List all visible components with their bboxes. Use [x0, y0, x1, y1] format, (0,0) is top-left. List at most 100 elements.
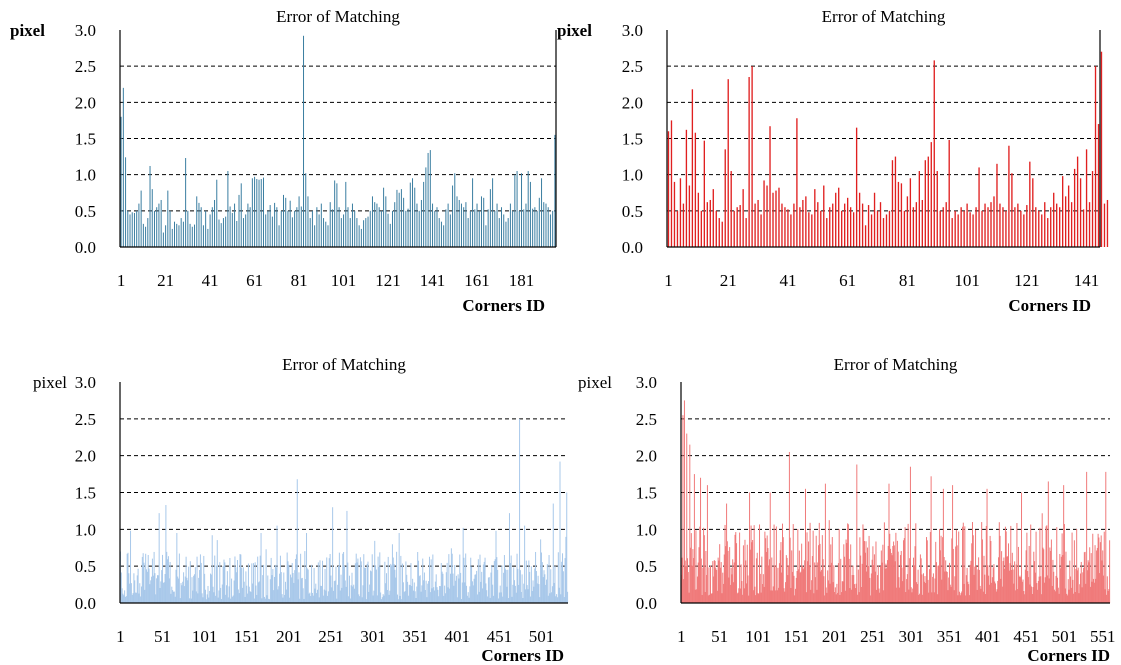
bar [224, 562, 226, 603]
bar [700, 477, 702, 603]
bar [314, 588, 316, 603]
bar [234, 203, 236, 247]
bar [786, 557, 788, 603]
bar [966, 203, 968, 247]
bar [372, 595, 374, 603]
bar [396, 189, 398, 247]
bar [1036, 583, 1038, 603]
bar [129, 214, 131, 247]
bar [172, 590, 174, 603]
bar [312, 595, 314, 603]
bar [971, 543, 973, 603]
bar [273, 590, 275, 603]
bar [994, 581, 996, 603]
bar [783, 588, 785, 603]
bar [823, 185, 825, 247]
bar [462, 527, 464, 603]
bar [545, 203, 547, 247]
bar [289, 200, 291, 247]
bar [209, 214, 211, 247]
bar [238, 593, 240, 603]
bar [772, 586, 774, 603]
bar [1001, 586, 1003, 603]
bar [444, 585, 446, 603]
bar [323, 589, 325, 603]
bar [463, 207, 465, 247]
bar [778, 563, 780, 603]
bar [452, 185, 454, 247]
bar [1015, 564, 1017, 603]
bar [920, 558, 922, 603]
bar [860, 555, 862, 603]
bar [492, 178, 494, 247]
bar [559, 461, 561, 603]
bar [695, 530, 697, 603]
bar [676, 210, 679, 247]
bar [247, 563, 249, 603]
bar [334, 180, 336, 247]
bar [1030, 586, 1032, 603]
bar [959, 595, 961, 603]
bar [554, 134, 556, 247]
bar [538, 197, 540, 247]
bar [962, 526, 964, 603]
x-tick-label: 21 [720, 271, 737, 290]
bar [405, 561, 407, 603]
bar [844, 590, 846, 603]
bar [788, 451, 790, 603]
bar [529, 571, 531, 603]
bar [476, 594, 478, 603]
bar [894, 156, 897, 247]
bar [492, 584, 494, 603]
bar [1060, 568, 1062, 603]
bar [1077, 567, 1079, 603]
bar [225, 216, 227, 247]
bar [918, 171, 921, 247]
bar [1046, 525, 1048, 603]
bar [1084, 551, 1086, 603]
bar [759, 524, 761, 603]
bar [709, 199, 711, 247]
bar [508, 597, 510, 603]
bar [178, 553, 180, 603]
x-tick-label: 61 [246, 271, 263, 290]
bar [158, 203, 160, 247]
bar [989, 535, 991, 603]
bar [811, 580, 813, 603]
bar [162, 232, 164, 247]
bar [496, 203, 498, 247]
bar [848, 558, 850, 603]
bar [818, 545, 820, 603]
chart-3: 0.00.51.01.52.02.53.01 51 101 151 201 251 301 3… [33, 355, 569, 665]
bar [412, 590, 414, 603]
bar [987, 207, 989, 247]
x-tick-label: 121 [1014, 271, 1040, 290]
bar [1025, 550, 1027, 603]
bar [807, 561, 809, 603]
bar [267, 575, 269, 603]
bar [714, 560, 716, 603]
bar [712, 561, 714, 603]
bar [721, 221, 723, 247]
bar [801, 543, 803, 603]
bar [183, 586, 185, 603]
bar [480, 196, 482, 247]
bar [921, 574, 923, 603]
bar [421, 585, 423, 603]
bar [313, 568, 315, 603]
bar [391, 544, 393, 603]
bar [205, 210, 207, 247]
bar [703, 140, 705, 247]
bar [551, 586, 553, 603]
bar [762, 574, 764, 603]
bar [983, 555, 985, 603]
bar [915, 202, 918, 247]
bar [772, 590, 774, 603]
bar [780, 542, 782, 603]
bar [239, 554, 241, 603]
bar [685, 129, 688, 247]
bar [1063, 524, 1065, 603]
bar [512, 584, 514, 603]
bar [732, 582, 734, 603]
bar [386, 573, 388, 603]
